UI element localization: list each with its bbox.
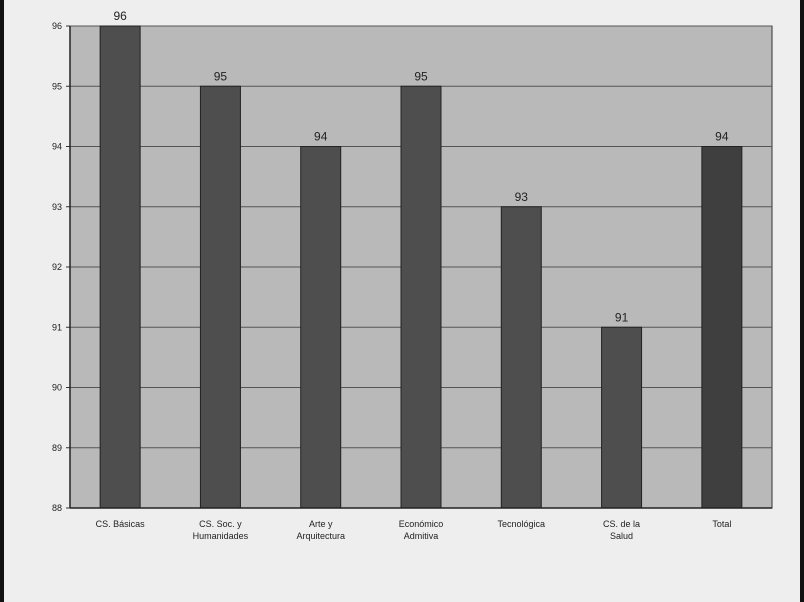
bar <box>99 25 141 509</box>
y-tick-label: 88 <box>52 503 62 513</box>
category-label-line: Económico <box>399 519 444 529</box>
bar <box>601 326 643 509</box>
data-label: 91 <box>615 310 629 324</box>
category-label-line: Arte y <box>309 519 333 529</box>
y-tick-label: 91 <box>52 322 62 332</box>
data-label: 96 <box>113 9 127 23</box>
bar-chart: 88 89 90 91 92 93 94 95 96 96 95 94 95 93 91 94 CS. Bá… <box>52 9 773 541</box>
category-label-line: CS. Soc. y <box>199 519 242 529</box>
category-label: Total <box>712 519 731 529</box>
y-tick-label: 90 <box>52 383 62 393</box>
category-label: CS. de la Salud <box>603 519 640 541</box>
category-label: Arte y Arquitectura <box>296 519 345 541</box>
category-label-line: Admitiva <box>404 531 439 541</box>
y-axis-ticks: 88 89 90 91 92 93 94 95 96 <box>52 21 70 513</box>
category-label-line: Humanidades <box>193 531 249 541</box>
bar <box>300 146 342 509</box>
data-label: 94 <box>715 130 729 144</box>
bar <box>500 206 542 509</box>
data-label: 94 <box>314 130 328 144</box>
category-label-line: Total <box>712 519 731 529</box>
y-tick-label: 96 <box>52 21 62 31</box>
data-label: 95 <box>414 69 428 83</box>
data-label: 95 <box>214 69 228 83</box>
category-label-line: Arquitectura <box>296 531 345 541</box>
category-label: CS. Básicas <box>96 519 146 529</box>
y-tick-label: 89 <box>52 443 62 453</box>
category-label-line: Salud <box>610 531 633 541</box>
bar <box>400 85 442 509</box>
category-label: Económico Admitiva <box>399 519 444 541</box>
data-label: 93 <box>515 190 529 204</box>
category-label-line: CS. de la <box>603 519 640 529</box>
bar <box>199 85 241 509</box>
data-labels: 96 95 94 95 93 91 94 <box>113 9 728 324</box>
category-label-line: CS. Básicas <box>96 519 146 529</box>
category-label: CS. Soc. y Humanidades <box>193 519 249 541</box>
y-tick-label: 93 <box>52 202 62 212</box>
bar <box>701 146 743 509</box>
y-tick-label: 94 <box>52 142 62 152</box>
category-label: Tecnológica <box>498 519 546 529</box>
category-label-line: Tecnológica <box>498 519 546 529</box>
y-tick-label: 95 <box>52 81 62 91</box>
bars <box>99 25 743 509</box>
y-tick-label: 92 <box>52 262 62 272</box>
